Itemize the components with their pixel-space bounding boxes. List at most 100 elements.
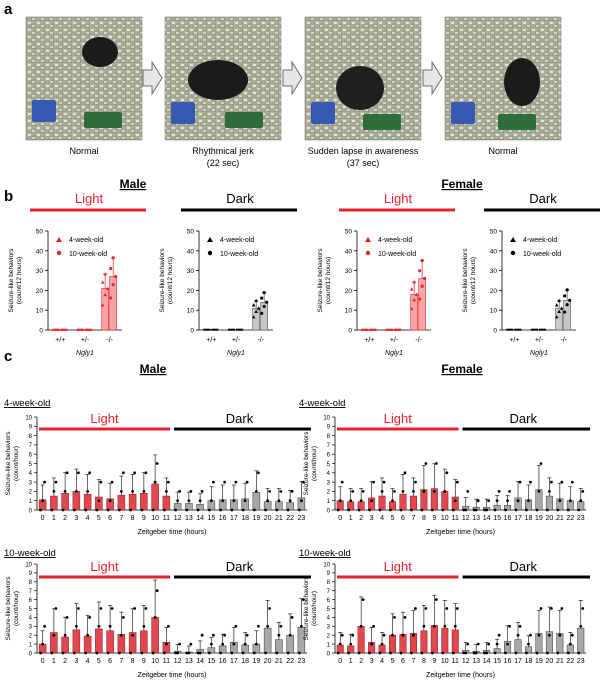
data-point [372, 624, 376, 628]
x-tick-label: 10 [151, 658, 159, 665]
data-point [380, 490, 384, 493]
data-point [100, 280, 105, 284]
bar [409, 495, 417, 511]
data-point [432, 624, 436, 628]
data-point [401, 490, 405, 493]
data-point [290, 490, 294, 493]
y-tick-label: 0 [39, 328, 43, 335]
y-tick-label: 1 [29, 499, 33, 505]
data-point [537, 490, 541, 493]
data-point [414, 480, 417, 484]
data-point [455, 607, 459, 610]
data-point [424, 462, 428, 465]
light-label: Light [90, 559, 119, 574]
y-axis-label: (count/12 hours) [325, 257, 332, 304]
data-point [230, 508, 234, 512]
frame-3 [304, 16, 422, 141]
legend-entry: 10-week-old [69, 251, 107, 258]
data-point [581, 490, 585, 493]
data-point [393, 490, 396, 493]
data-point [286, 508, 290, 512]
x-axis-label: Ngly1 [76, 350, 94, 357]
data-point [378, 508, 382, 512]
data-point [410, 651, 413, 655]
age-label: 10-week-old [4, 548, 56, 559]
x-tick-label: 4 [86, 658, 90, 665]
data-point [412, 633, 415, 637]
x-tick-label: 11 [452, 658, 459, 665]
x-tick-label: 12 [462, 658, 470, 665]
x-tick-label: 12 [174, 515, 182, 522]
bar [61, 493, 69, 511]
data-point [403, 471, 407, 475]
data-point [299, 624, 303, 628]
y-tick-label: 40 [345, 248, 353, 255]
x-tick-label: 17 [230, 658, 238, 665]
dark-label: Dark [510, 559, 538, 574]
data-point [445, 607, 449, 610]
data-point [234, 480, 238, 484]
x-tick-label: 0 [338, 515, 342, 522]
x-axis-label: Zeitgeber time (hours) [138, 672, 207, 679]
chart-b-male-dark: Dark 0 10 20 30 40 50 Seizure-like behaviors (co… [159, 191, 297, 357]
data-point [495, 499, 499, 503]
y-tick-label: 10 [36, 308, 44, 315]
data-point [357, 508, 361, 512]
data-point [563, 310, 567, 314]
data-point [97, 499, 101, 503]
y-tick-label: 5 [327, 462, 331, 468]
y-tick-label: 20 [490, 288, 498, 295]
data-point [105, 286, 110, 290]
data-point [153, 480, 157, 484]
data-point [207, 651, 211, 655]
bar [95, 496, 103, 511]
x-axis-label: Zeitgeber time (hours) [426, 672, 495, 679]
data-point [275, 651, 279, 655]
data-point [412, 280, 416, 284]
panel-label-c: c [4, 348, 12, 365]
data-point [243, 642, 247, 646]
panel-label-b: b [4, 188, 13, 205]
y-axis-label: Seizure-like behaviors [317, 248, 324, 313]
data-point [430, 508, 434, 512]
data-point [108, 624, 112, 628]
x-tick-label: 14 [196, 658, 204, 665]
data-point [568, 298, 572, 302]
bar [128, 493, 137, 511]
bar [430, 625, 438, 654]
data-point [288, 633, 292, 637]
data-point [76, 471, 80, 475]
x-tick-label: 3 [370, 515, 374, 522]
data-point [185, 651, 189, 655]
y-tick-label: 10 [490, 308, 498, 315]
data-point [243, 499, 247, 503]
x-tick-label: 16 [504, 658, 512, 665]
x-tick-label: 12 [174, 658, 182, 665]
chart-b-male-light: Light 0 10 20 30 40 50 Seizure-like behaviors (c… [8, 191, 146, 357]
data-point [106, 508, 110, 512]
x-tick-label: 6 [108, 658, 112, 665]
x-tick-label: 8 [422, 515, 426, 522]
x-tick-label: 0 [41, 515, 45, 522]
data-point [557, 298, 561, 303]
data-point [434, 462, 438, 465]
y-tick-label: 4 [29, 616, 33, 622]
data-point [207, 508, 211, 512]
legend-entry: 10-week-old [523, 251, 561, 258]
data-point [189, 490, 193, 493]
x-tick-label: 14 [483, 658, 491, 665]
data-point [117, 651, 121, 655]
y-tick-label: 1 [29, 642, 33, 648]
data-point [41, 642, 45, 646]
data-point [301, 598, 305, 601]
data-point [279, 490, 283, 493]
data-point [133, 471, 137, 475]
bar [252, 492, 261, 511]
data-point [351, 633, 355, 637]
light-label: Light [75, 191, 104, 206]
data-point [434, 598, 438, 601]
bar [95, 628, 103, 654]
x-tick-label: 22 [566, 515, 574, 522]
